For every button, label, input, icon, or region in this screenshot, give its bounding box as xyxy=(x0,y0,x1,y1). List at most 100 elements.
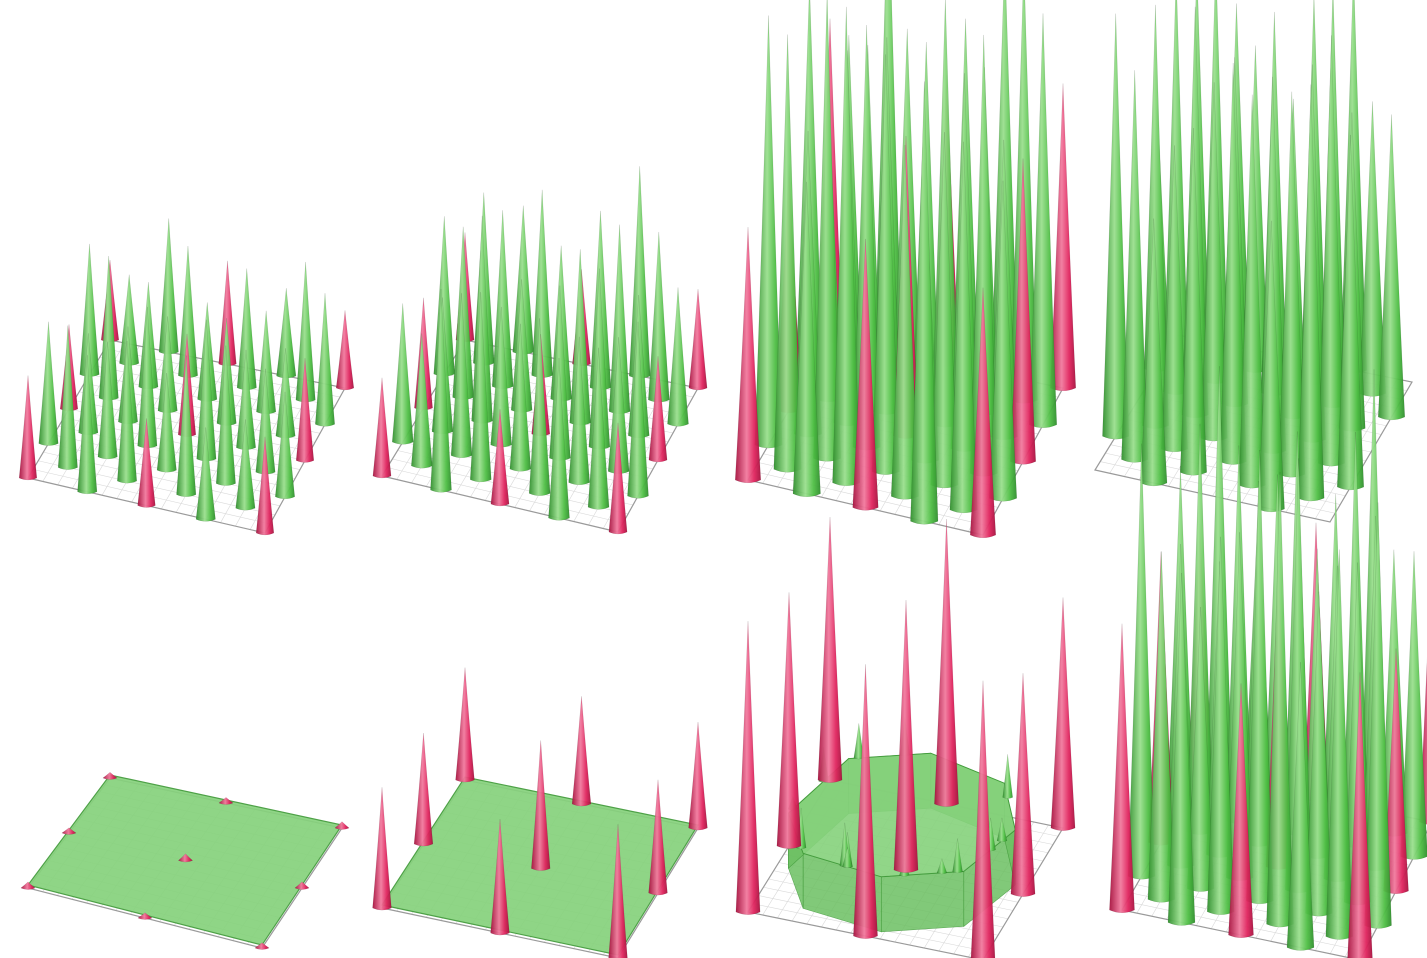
panel-bottom-2 xyxy=(372,667,708,958)
red-spike xyxy=(776,592,802,849)
green-spike xyxy=(38,321,59,446)
green-spike xyxy=(531,189,553,378)
red-spike xyxy=(648,356,668,463)
green-spike xyxy=(1286,662,1315,951)
green-spike xyxy=(97,341,118,460)
red-spike xyxy=(137,912,153,920)
red-spike xyxy=(490,819,510,936)
panel-bottom-4 xyxy=(1109,366,1427,958)
plateau-ridge-peak xyxy=(853,723,865,760)
red-spike xyxy=(372,787,392,911)
red-spike xyxy=(294,881,310,890)
plateau-ridge-peak xyxy=(996,817,1008,843)
red-spike xyxy=(255,436,275,536)
green-spike xyxy=(196,319,217,462)
green-spike xyxy=(1336,134,1365,491)
green-spike xyxy=(430,288,452,493)
green-spike xyxy=(627,321,649,499)
plateau-ridge-peak xyxy=(1002,754,1013,799)
red-spike xyxy=(734,227,762,484)
red-spike xyxy=(608,422,628,535)
green-spike xyxy=(548,358,570,521)
red-spike xyxy=(254,942,270,950)
red-spike xyxy=(335,310,355,391)
red-spike xyxy=(969,287,997,539)
green-spike xyxy=(509,323,532,472)
red-spike xyxy=(413,732,434,847)
green-spike xyxy=(587,347,610,510)
green-spike xyxy=(158,218,179,355)
red-spike xyxy=(817,516,843,783)
green-spike xyxy=(1297,84,1325,502)
green-spike xyxy=(295,261,316,403)
green-spike xyxy=(137,306,158,449)
red-spike xyxy=(648,779,668,896)
panel-bottom-1 xyxy=(20,771,350,950)
green-spike xyxy=(195,427,216,522)
panel-bottom-3 xyxy=(735,516,1076,958)
green-spike xyxy=(176,355,197,498)
red-spike xyxy=(137,418,156,508)
red-spike xyxy=(218,797,234,805)
red-spike xyxy=(571,696,592,807)
plateau-ridge-peak xyxy=(842,847,853,869)
red-spike xyxy=(1050,597,1076,831)
green-spike xyxy=(491,210,514,390)
panel-top-1 xyxy=(18,218,355,536)
green-spike xyxy=(569,249,591,426)
green-spike xyxy=(315,293,335,427)
red-spike xyxy=(102,771,118,780)
green-spike xyxy=(667,287,689,427)
red-spike xyxy=(1419,656,1427,825)
plateau-ridge-peak xyxy=(952,838,963,874)
grid-line xyxy=(99,356,336,407)
green-spike xyxy=(57,325,78,470)
green-spike xyxy=(512,205,535,355)
red-spike xyxy=(177,853,194,863)
red-spike xyxy=(372,377,392,479)
red-spike xyxy=(853,664,878,939)
red-spike xyxy=(688,289,708,391)
green-spike xyxy=(628,166,651,379)
green-spike xyxy=(1377,114,1406,421)
green-spike xyxy=(469,292,492,483)
red-spike xyxy=(852,238,879,511)
red-spike xyxy=(1383,648,1409,895)
red-spike xyxy=(334,821,350,830)
green-spike xyxy=(528,318,551,496)
green-spike xyxy=(1257,220,1285,513)
green-spike xyxy=(235,419,256,511)
green-spike xyxy=(411,333,433,469)
green-spike xyxy=(77,355,98,495)
red-spike xyxy=(688,721,708,831)
green-spike xyxy=(1140,218,1168,487)
red-spike xyxy=(531,740,551,871)
red-spike xyxy=(61,827,77,835)
green-spike xyxy=(450,293,473,459)
red-spike xyxy=(455,667,475,783)
red-spike xyxy=(1010,673,1036,897)
green-spike xyxy=(79,243,100,377)
green-spike xyxy=(490,306,512,448)
red-spike xyxy=(893,600,919,873)
green-spike xyxy=(156,372,177,473)
green-spike xyxy=(648,231,670,403)
green-spike xyxy=(568,336,590,486)
red-spike xyxy=(490,409,510,507)
panel-top-3 xyxy=(734,0,1077,539)
red-spike xyxy=(1228,683,1254,939)
green-spike xyxy=(215,345,236,486)
red-spike xyxy=(20,881,36,890)
plateau-wall xyxy=(880,871,965,933)
grid-line xyxy=(79,391,316,443)
green-spike xyxy=(117,340,138,484)
panel-top-4 xyxy=(1094,0,1413,523)
green-spike xyxy=(391,303,414,445)
green-spike xyxy=(275,391,295,500)
plateau-ridge-peak xyxy=(936,857,948,875)
green-spike xyxy=(177,245,198,379)
panel-top-2 xyxy=(372,166,708,535)
green-spike xyxy=(607,337,630,474)
red-spike xyxy=(608,824,628,958)
